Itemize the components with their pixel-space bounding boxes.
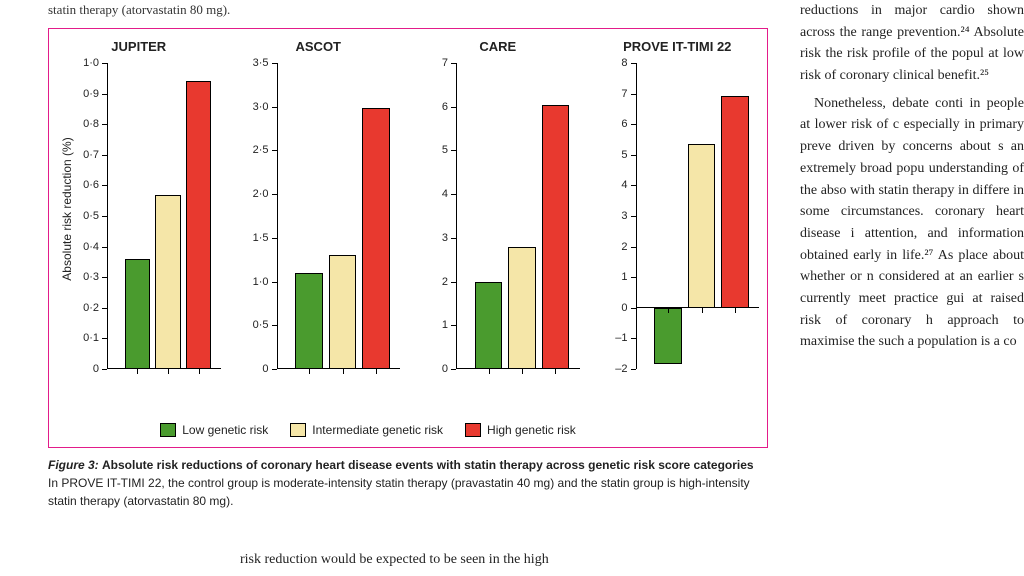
panel-title: CARE	[408, 39, 588, 54]
y-tick-label: 8	[621, 57, 627, 69]
bar	[125, 259, 150, 369]
plot-area: –2–1012345678	[636, 63, 760, 369]
plot-area: 01234567	[456, 63, 580, 369]
y-tick-label: 3·5	[253, 57, 269, 69]
bar	[186, 81, 211, 369]
y-tick-label: 4	[621, 179, 627, 191]
y-tick-label: 0·6	[83, 179, 99, 191]
y-tick-label: 2	[442, 276, 448, 288]
bar	[721, 96, 748, 308]
figure-caption: Figure 3: Absolute risk reductions of co…	[48, 456, 768, 510]
bar	[542, 105, 569, 369]
legend-swatch	[290, 423, 306, 437]
legend-label: High genetic risk	[487, 423, 576, 437]
y-tick-label: 0·4	[83, 241, 99, 253]
chart-legend: Low genetic risk Intermediate genetic ris…	[49, 423, 767, 437]
y-tick-label: 1	[442, 319, 448, 331]
right-text-column: reductions in major cardio shown across …	[800, 0, 1024, 576]
legend-label: Low genetic risk	[182, 423, 268, 437]
y-tick-label: 0·5	[83, 210, 99, 222]
plot-area: 00·10·20·30·40·50·60·70·80·91·0	[107, 63, 221, 369]
page: statin therapy (atorvastatin 80 mg). Abs…	[0, 0, 1024, 576]
y-tick-label: –2	[615, 363, 627, 375]
y-tick-label: 0·5	[253, 319, 269, 331]
y-tick-label: 4	[442, 188, 448, 200]
y-tick-label: 7	[621, 88, 627, 100]
y-tick-label: 0	[442, 363, 448, 375]
y-tick-label: 0	[621, 302, 627, 314]
bar	[688, 144, 715, 308]
y-tick-label: 1	[621, 271, 627, 283]
y-tick-label: 2·0	[253, 188, 269, 200]
figure-label: Figure 3:	[48, 458, 99, 472]
figure-title: Absolute risk reductions of coronary hea…	[102, 458, 754, 472]
y-tick-label: –1	[615, 332, 627, 344]
panel-title: ASCOT	[229, 39, 409, 54]
bottom-text-fragment: risk reduction would be expected to be s…	[240, 552, 768, 568]
y-tick-label: 1·0	[253, 276, 269, 288]
bar	[329, 255, 356, 369]
y-tick-label: 0·9	[83, 88, 99, 100]
legend-item: Low genetic risk	[160, 423, 268, 437]
chart-panel: ASCOT00·51·01·52·02·53·03·5	[229, 29, 409, 389]
bar	[362, 108, 389, 369]
y-tick-label: 3	[442, 232, 448, 244]
y-tick-label: 2·5	[253, 144, 269, 156]
chart-panel: CARE01234567	[408, 29, 588, 389]
y-tick-label: 3	[621, 210, 627, 222]
panel-title: JUPITER	[49, 39, 229, 54]
bar	[155, 195, 180, 369]
bar	[508, 247, 535, 369]
right-paragraph-1: reductions in major cardio shown across …	[800, 0, 1024, 87]
y-tick-label: 5	[442, 144, 448, 156]
legend-swatch	[160, 423, 176, 437]
bar	[475, 282, 502, 369]
figure-3-box: Absolute risk reduction (%) JUPITER00·10…	[48, 28, 768, 448]
y-tick-label: 0	[262, 363, 268, 375]
legend-item: Intermediate genetic risk	[290, 423, 443, 437]
legend-item: High genetic risk	[465, 423, 576, 437]
y-tick-label: 1·5	[253, 232, 269, 244]
chart-panel: JUPITER00·10·20·30·40·50·60·70·80·91·0	[49, 29, 229, 389]
y-tick-label: 2	[621, 241, 627, 253]
y-tick-label: 5	[621, 149, 627, 161]
right-paragraph-2: Nonetheless, debate conti in people at l…	[800, 93, 1024, 353]
y-tick-label: 0·1	[83, 332, 99, 344]
y-tick-label: 0	[93, 363, 99, 375]
bar	[654, 308, 681, 365]
legend-swatch	[465, 423, 481, 437]
y-tick-label: 7	[442, 57, 448, 69]
legend-label: Intermediate genetic risk	[312, 423, 443, 437]
chart-panels: JUPITER00·10·20·30·40·50·60·70·80·91·0AS…	[49, 29, 767, 389]
y-tick-label: 6	[442, 101, 448, 113]
y-tick-label: 0·7	[83, 149, 99, 161]
plot-area: 00·51·01·52·02·53·03·5	[277, 63, 401, 369]
bar	[295, 273, 322, 369]
y-tick-label: 0·3	[83, 271, 99, 283]
y-tick-label: 6	[621, 118, 627, 130]
chart-panel: PROVE IT-TIMI 22–2–1012345678	[588, 29, 768, 389]
figure-caption-body: In PROVE IT-TIMI 22, the control group i…	[48, 476, 750, 508]
y-tick-label: 0·2	[83, 302, 99, 314]
y-tick-label: 3·0	[253, 101, 269, 113]
top-text-fragment: statin therapy (atorvastatin 80 mg).	[48, 2, 230, 18]
panel-title: PROVE IT-TIMI 22	[588, 39, 768, 54]
y-tick-label: 1·0	[83, 57, 99, 69]
y-tick-label: 0·8	[83, 118, 99, 130]
